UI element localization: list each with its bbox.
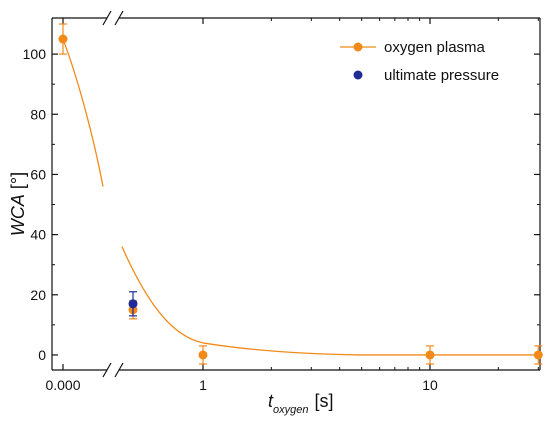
axis-break-bottom-b (114, 362, 124, 378)
y-axis-title-unit: [°] (8, 172, 28, 194)
fit-curve-segment-right (121, 246, 540, 356)
y-axis-title-main: WCA (8, 194, 28, 236)
x-tick-label: 0.000 (45, 377, 80, 393)
oxygen-plasma-point (425, 350, 435, 360)
y-axis-title: WCA [°] (8, 172, 28, 236)
fit-curve-layer (62, 38, 540, 356)
oxygen-plasma-point (198, 350, 208, 360)
legend-label-ultimate-pressure: ultimate pressure (384, 67, 499, 84)
axes-layer: 0 20 40 60 80 100 0.000 1 10 WCA [°] toxygen [s] (8, 10, 541, 416)
ultimate-pressure-point (128, 299, 138, 309)
oxygen-plasma-point (533, 350, 543, 360)
y-tick-label: 0 (38, 347, 46, 363)
y-tick-label: 80 (30, 106, 46, 122)
x-axis-title-subscript: oxygen (273, 404, 308, 416)
y-tick-label: 20 (30, 287, 46, 303)
x-axis-title: toxygen [s] (268, 391, 334, 416)
axis-break-bottom-a (102, 362, 112, 378)
x-tick-label: 1 (199, 377, 207, 393)
y-tick-label: 40 (30, 227, 46, 243)
legend-marker-oxygen-plasma (353, 42, 363, 52)
fit-curve-segment-left (62, 38, 104, 187)
x-axis-title-main: t (268, 391, 274, 411)
y-tick-label: 60 (30, 166, 46, 182)
x-tick-label: 10 (422, 377, 438, 393)
y-tick-label: 100 (23, 46, 47, 62)
axis-break-top-a (102, 10, 112, 26)
legend: oxygen plasma ultimate pressure (340, 39, 499, 84)
marks-layer (58, 23, 543, 365)
oxygen-plasma-point (58, 34, 68, 44)
legend-marker-ultimate-pressure (353, 70, 363, 80)
axis-break-top-b (114, 10, 124, 26)
x-axis-title-unit: [s] (315, 391, 334, 411)
legend-label-oxygen-plasma: oxygen plasma (384, 39, 486, 56)
